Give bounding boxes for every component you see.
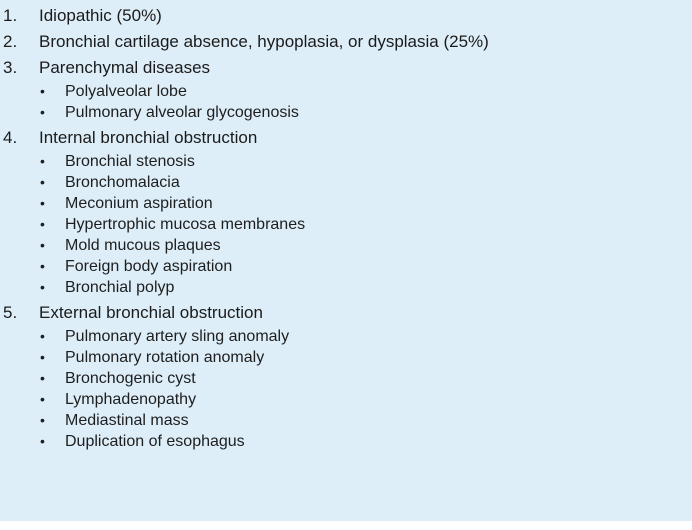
bullet-icon: • [40, 258, 45, 274]
cause-number: 1. [3, 6, 18, 25]
cause-sublist: • Bronchial stenosis • Bronchomalacia • Mecon… [0, 151, 692, 298]
cause-subitem: • Hypertrophic mucosa membranes [0, 214, 692, 235]
cause-subitem: • Foreign body aspiration [0, 256, 692, 277]
cause-subitem-label: Hypertrophic mucosa membranes [65, 216, 306, 233]
bullet-icon: • [40, 370, 45, 386]
cause-label: External bronchial obstruction [39, 303, 263, 322]
cause-subitem: • Bronchial polyp [0, 277, 692, 298]
cause-subitem: • Pulmonary artery sling anomaly [0, 326, 692, 347]
bullet-icon: • [40, 104, 45, 120]
cause-number: 3. [3, 58, 18, 77]
bullet-icon: • [40, 237, 45, 253]
cause-subitem-label: Pulmonary artery sling anomaly [65, 328, 290, 345]
cause-number: 2. [3, 32, 18, 51]
cause-item: 3. Parenchymal diseases • Polyalveolar lobe… [0, 55, 692, 123]
cause-subitem: • Polyalveolar lobe [0, 81, 692, 102]
cause-sublist: • Pulmonary artery sling anomaly • Pulmonar… [0, 326, 692, 452]
bullet-icon: • [40, 279, 45, 295]
cause-subitem-label: Bronchial polyp [65, 279, 175, 296]
cause-label: Parenchymal diseases [39, 58, 211, 77]
cause-subitem-label: Bronchomalacia [65, 174, 180, 191]
cause-subitem: • Duplication of esophagus [0, 431, 692, 452]
cause-number: 4. [3, 128, 18, 147]
cause-subitem: • Bronchogenic cyst [0, 368, 692, 389]
bullet-icon: • [40, 216, 45, 232]
cause-label: Internal bronchial obstruction [39, 128, 258, 147]
cause-subitem: • Mediastinal mass [0, 410, 692, 431]
bullet-icon: • [40, 328, 45, 344]
cause-number: 5. [3, 303, 18, 322]
bullet-icon: • [40, 153, 45, 169]
bullet-icon: • [40, 83, 45, 99]
cause-subitem: • Meconium aspiration [0, 193, 692, 214]
cause-subitem-label: Lymphadenopathy [65, 391, 197, 408]
cause-subitem-label: Meconium aspiration [65, 195, 213, 212]
cause-subitem-label: Polyalveolar lobe [65, 83, 187, 100]
bullet-icon: • [40, 174, 45, 190]
cause-subitem-label: Pulmonary alveolar glycogenosis [65, 104, 299, 121]
cause-subitem-label: Foreign body aspiration [65, 258, 233, 275]
cause-item: 1. Idiopathic (50%) [0, 3, 692, 29]
cause-sublist: • Polyalveolar lobe • Pulmonary alveolar gl… [0, 81, 692, 123]
cause-row: 2. Bronchial cartilage absence, hypoplasi… [0, 29, 692, 55]
cause-subitem: • Bronchial stenosis [0, 151, 692, 172]
cause-row: 1. Idiopathic (50%) [0, 3, 692, 29]
bullet-icon: • [40, 349, 45, 365]
bullet-icon: • [40, 195, 45, 211]
bullet-icon: • [40, 412, 45, 428]
cause-subitem-label: Mold mucous plaques [65, 237, 221, 254]
cause-subitem-label: Duplication of esophagus [65, 433, 245, 450]
cause-subitem-label: Mediastinal mass [65, 412, 189, 429]
cause-row: 4. Internal bronchial obstruction [0, 125, 692, 151]
cause-label: Bronchial cartilage absence, hypoplasia,… [39, 32, 489, 51]
bullet-icon: • [40, 391, 45, 407]
cause-row: 5. External bronchial obstruction [0, 300, 692, 326]
cause-item: 5. External bronchial obstruction • Pulmona… [0, 300, 692, 452]
bullet-icon: • [40, 433, 45, 449]
cause-subitem: • Pulmonary rotation anomaly [0, 347, 692, 368]
cause-subitem: • Bronchomalacia [0, 172, 692, 193]
cause-label: Idiopathic (50%) [39, 6, 162, 25]
causes-list: 1. Idiopathic (50%) 2. Bronchial cartilage … [0, 3, 692, 452]
cause-subitem-label: Pulmonary rotation anomaly [65, 349, 265, 366]
cause-item: 2. Bronchial cartilage absence, hypoplasi… [0, 29, 692, 55]
cause-subitem: • Pulmonary alveolar glycogenosis [0, 102, 692, 123]
cause-subitem-label: Bronchial stenosis [65, 153, 195, 170]
cause-row: 3. Parenchymal diseases [0, 55, 692, 81]
cause-subitem-label: Bronchogenic cyst [65, 370, 196, 387]
cause-subitem: • Mold mucous plaques [0, 235, 692, 256]
cause-item: 4. Internal bronchial obstruction • Bronchi… [0, 125, 692, 298]
cause-subitem: • Lymphadenopathy [0, 389, 692, 410]
